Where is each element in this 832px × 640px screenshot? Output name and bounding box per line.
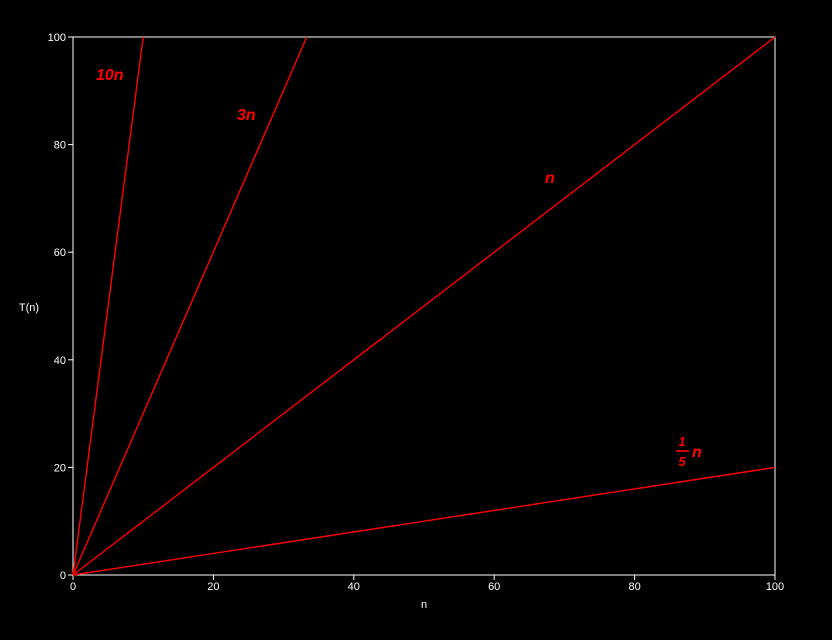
- y-axis-title: T(n): [19, 302, 39, 314]
- plot-frame: [72, 36, 776, 576]
- y-tick-label-0: 0: [60, 570, 66, 582]
- x-tick-label-5: 100: [766, 581, 784, 593]
- y-tick-label-3: 60: [54, 247, 66, 259]
- series-label-n: n: [545, 170, 555, 187]
- fraction-denominator: 5: [678, 454, 686, 469]
- x-tick-label-2: 40: [348, 581, 360, 593]
- series-line-3: [72, 466, 776, 576]
- series-line-0: [72, 36, 144, 576]
- series-group: [72, 36, 776, 576]
- y-tick-label-5: 100: [48, 32, 66, 44]
- series-label-3n: 3n: [237, 107, 256, 124]
- y-tick-label-4: 80: [54, 140, 66, 152]
- x-tick-label-4: 80: [628, 581, 640, 593]
- x-axis-title: n: [421, 599, 427, 611]
- y-tick-label-1: 20: [54, 462, 66, 474]
- fraction-numerator: 1: [678, 434, 685, 449]
- series-label-10n: 10n: [96, 67, 124, 84]
- series-line-2: [72, 36, 776, 576]
- y-tick-label-2: 40: [54, 355, 66, 367]
- x-tick-label-3: 60: [488, 581, 500, 593]
- series-line-1: [72, 36, 308, 576]
- fraction-variable: n: [692, 444, 702, 461]
- x-tick-label-1: 20: [207, 581, 219, 593]
- x-tick-label-0: 0: [70, 581, 76, 593]
- tick-group: 0 20 40 60 80 100 0 20 40 60 80 100: [48, 32, 785, 593]
- series-label-fifth-n: 1 5 n: [676, 434, 702, 469]
